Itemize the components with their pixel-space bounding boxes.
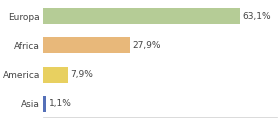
Bar: [43, 8, 240, 24]
Bar: [43, 67, 67, 83]
Bar: [43, 96, 46, 112]
Text: 63,1%: 63,1%: [242, 12, 271, 21]
Text: 27,9%: 27,9%: [133, 41, 161, 50]
Text: 7,9%: 7,9%: [70, 70, 93, 79]
Text: 1,1%: 1,1%: [49, 99, 72, 108]
Bar: [43, 37, 130, 53]
